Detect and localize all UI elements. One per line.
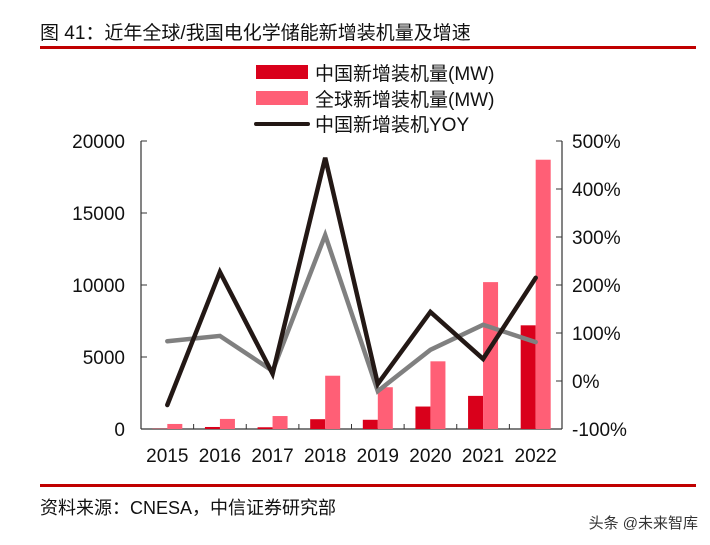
watermark: 头条 @未来智库 xyxy=(588,515,698,532)
bar-china xyxy=(468,395,484,429)
bar-global xyxy=(483,282,499,429)
legend-label-china-yoy: 中国新增装机YOY xyxy=(315,114,469,136)
line-china-yoy xyxy=(165,157,538,408)
bars xyxy=(152,159,551,429)
x-axis-tick-label: 2020 xyxy=(409,446,451,467)
x-axis-tick-label: 2015 xyxy=(146,446,188,467)
left-axis: 0 5000 10000 15000 20000 xyxy=(72,132,147,441)
right-axis-tick-label: 200% xyxy=(572,276,621,297)
bar-global xyxy=(219,418,235,429)
figure-title: 图 41：近年全球/我国电化学储能新增装机量及增速 xyxy=(40,23,471,44)
legend-label-china-bar: 中国新增装机量(MW) xyxy=(315,63,494,85)
legend-label-global-bar: 全球新增装机量(MW) xyxy=(315,89,494,111)
x-axis-tick-label: 2022 xyxy=(515,446,557,467)
bar-china xyxy=(310,419,326,429)
right-axis-tick-label: 500% xyxy=(572,132,621,153)
bar-china xyxy=(204,426,220,429)
line-global-yoy xyxy=(165,228,538,395)
bar-china xyxy=(257,427,273,429)
bar-global xyxy=(167,423,183,429)
right-axis: -100% 0% 100% 200% 300% 400% 500% xyxy=(556,132,627,441)
bar-global xyxy=(325,375,341,429)
right-axis-tick-label: 0% xyxy=(572,372,600,393)
source-note: 资料来源：CNESA，中信证券研究部 xyxy=(40,498,337,518)
x-axis: 2015 2016 2017 2018 2019 2020 2021 2022 xyxy=(141,424,562,467)
legend-swatch-global-bar xyxy=(256,91,308,105)
x-axis-tick-label: 2017 xyxy=(251,446,293,467)
legend: 中国新增装机量(MW) 全球新增装机量(MW) 中国新增装机YOY xyxy=(254,63,494,136)
footer-divider xyxy=(40,484,696,487)
bar-global xyxy=(377,387,393,429)
x-axis-tick-label: 2016 xyxy=(199,446,241,467)
x-axis-tick-label: 2019 xyxy=(357,446,399,467)
bar-global xyxy=(272,416,288,429)
left-axis-tick-label: 10000 xyxy=(72,276,125,297)
title-divider xyxy=(40,46,696,49)
right-axis-tick-label: 400% xyxy=(572,180,621,201)
bar-global xyxy=(535,159,551,429)
left-axis-tick-label: 15000 xyxy=(72,204,125,225)
bar-china xyxy=(520,325,536,429)
lines xyxy=(165,157,538,408)
right-axis-tick-label: 300% xyxy=(572,228,621,249)
left-axis-tick-label: 5000 xyxy=(83,348,125,369)
x-axis-tick-label: 2021 xyxy=(462,446,504,467)
right-axis-tick-label: 100% xyxy=(572,324,621,345)
left-axis-tick-label: 0 xyxy=(114,420,125,441)
bar-global xyxy=(430,361,446,429)
bar-china xyxy=(362,419,378,429)
x-axis-tick-label: 2018 xyxy=(304,446,346,467)
bar-china xyxy=(415,406,431,429)
legend-swatch-china-bar xyxy=(256,65,308,79)
right-axis-tick-label: -100% xyxy=(572,420,627,441)
left-axis-tick-label: 20000 xyxy=(72,132,125,153)
